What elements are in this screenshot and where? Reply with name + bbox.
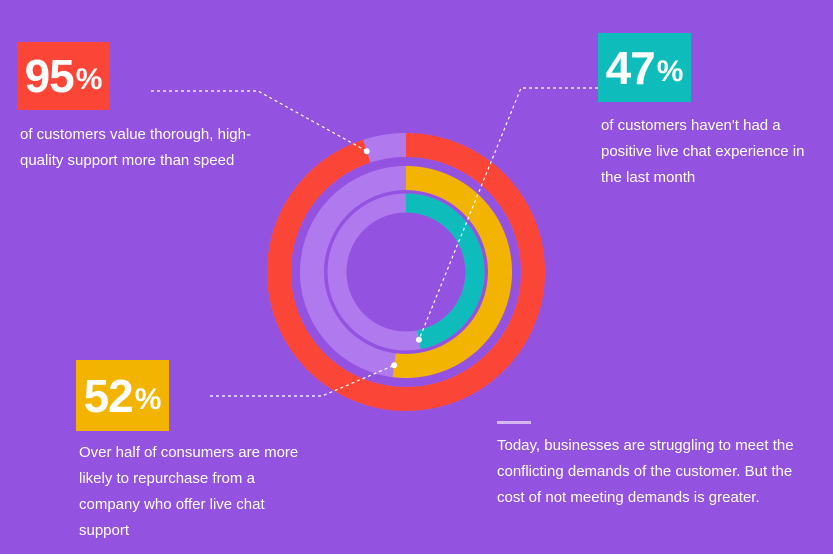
leader-line-47 (418, 87, 604, 341)
stat-unit-95: % (75, 63, 103, 96)
ring-arc-outer (267, 133, 545, 411)
stat-unit-47: % (656, 54, 684, 88)
ring-arc-middle (392, 166, 512, 378)
stat-description-95: of customers value thorough, high-qualit… (20, 126, 251, 169)
stat-value-47: 47 (605, 41, 656, 94)
leader-dot-52 (391, 362, 398, 369)
stat-value-95: 95 (24, 50, 75, 102)
stat-unit-52: % (134, 382, 162, 416)
divider-rule (497, 421, 531, 424)
stat-value-52: 52 (83, 369, 134, 422)
stat-badge-95: 95% (17, 42, 110, 110)
stat-badge-52: 52% (76, 360, 169, 431)
ring-arc-inner (405, 193, 485, 350)
stat-description-47: of customers haven't had a positive live… (601, 117, 805, 186)
leader-dot-95 (363, 148, 370, 155)
stat-description-52: Over half of consumers are more likely t… (79, 444, 299, 539)
leader-line-52 (210, 364, 395, 397)
footer-text: Today, businesses are struggling to meet… (497, 437, 794, 506)
stat-badge-47: 47% (598, 33, 691, 102)
leader-dot-47 (415, 336, 422, 343)
